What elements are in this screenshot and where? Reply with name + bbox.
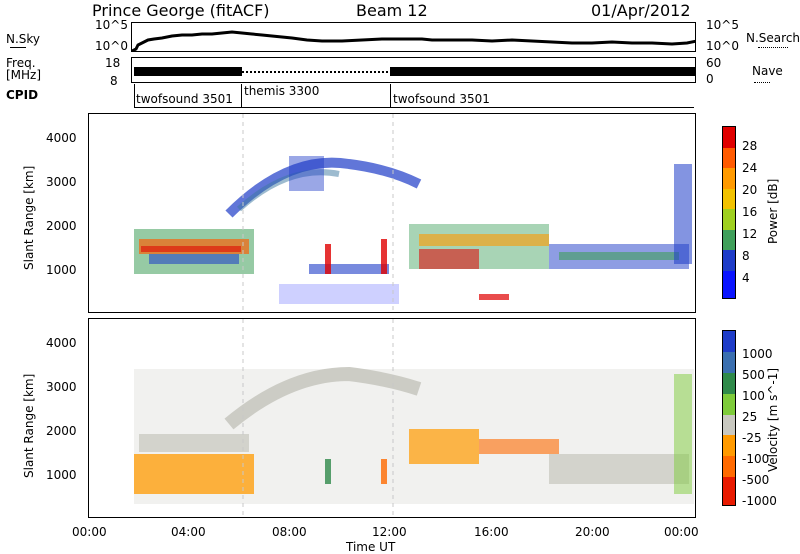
xtick-0000: 00:00 [72,525,107,539]
velocity-cbar-neg1000: -1000 [742,494,777,508]
velocity-colorbar [722,330,736,506]
nsearch-legend-line [758,47,788,48]
nave-tick-high: 60 [706,56,722,70]
freq-label: Freq. [6,56,36,70]
velocity-cbar-neg25: -25 [742,431,762,445]
nave-label: Nave [752,64,783,78]
power-cbar-16: 16 [742,205,758,219]
freq-nave-trace [134,67,695,76]
power-panel [88,113,696,313]
velocity-scatter [134,319,694,517]
velocity-cbar-100: 100 [742,389,765,403]
power-cbar-4: 4 [742,271,750,285]
nsearch-tick-low: 10^0 [706,39,739,53]
noise-panel [131,22,696,52]
xtick-1200: 12:00 [372,525,407,539]
power-cbar-20: 20 [742,183,758,197]
velocity-ytick-1000: 1000 [46,468,77,482]
noise-trace [132,30,695,51]
power-ytick-2000: 2000 [46,219,77,233]
velocity-cbar-neg100: -100 [742,452,770,466]
xtick-1600: 16:00 [474,525,509,539]
power-cbar-12: 12 [742,227,758,241]
cpid-label: CPID [6,88,39,102]
velocity-ytick-3000: 3000 [46,380,77,394]
power-scatter [134,114,692,312]
power-cbar-8: 8 [742,249,750,263]
freq-unit-label: [MHz] [6,68,42,82]
power-ytick-3000: 3000 [46,175,77,189]
power-ylabel: Slant Range [km] [22,165,36,270]
power-colorbar-label: Power [dB] [766,178,780,244]
cpid-segment-1: twofsound 3501 [136,92,233,106]
velocity-panel [88,318,696,518]
date-label: 01/Apr/2012 [591,1,691,20]
xtick-2400: 00:00 [664,525,699,539]
station-title: Prince George (fitACF) [92,1,270,20]
nsearch-tick-high: 10^5 [706,18,739,32]
velocity-cbar-neg500: -500 [742,473,770,487]
power-ytick-4000: 4000 [46,131,77,145]
velocity-cbar-500: 500 [742,368,765,382]
velocity-ylabel: Slant Range [km] [22,373,36,478]
velocity-cbar-25: 25 [742,410,758,424]
nsearch-label: N.Search [746,31,800,45]
xtick-0400: 04:00 [171,525,206,539]
x-axis-title: Time UT [346,540,396,554]
power-cbar-28: 28 [742,139,758,153]
nsky-legend-line [10,47,26,48]
nave-legend-line [754,82,770,83]
velocity-ytick-2000: 2000 [46,424,77,438]
velocity-cbar-1000: 1000 [742,347,773,361]
cpid-segment-3: twofsound 3501 [393,92,490,106]
cpid-panel: twofsound 3501 themis 3300 twofsound 350… [131,84,696,108]
velocity-colorbar-label: Velocity [m s^-1] [766,367,780,472]
xtick-0800: 08:00 [272,525,307,539]
cpid-segment-2: themis 3300 [244,84,320,98]
beam-label: Beam 12 [356,1,428,20]
freq-panel [131,57,696,83]
freq-tick-low: 8 [110,74,118,88]
power-ytick-1000: 1000 [46,263,77,277]
nsky-label: N.Sky [6,32,41,46]
freq-tick-high: 18 [105,56,121,70]
nave-tick-low: 0 [706,72,714,86]
nsky-tick-low: 10^0 [95,39,128,53]
power-colorbar [722,126,736,299]
nsky-tick-high: 10^5 [95,18,128,32]
xtick-2000: 20:00 [575,525,610,539]
velocity-ytick-4000: 4000 [46,336,77,350]
power-cbar-24: 24 [742,161,758,175]
